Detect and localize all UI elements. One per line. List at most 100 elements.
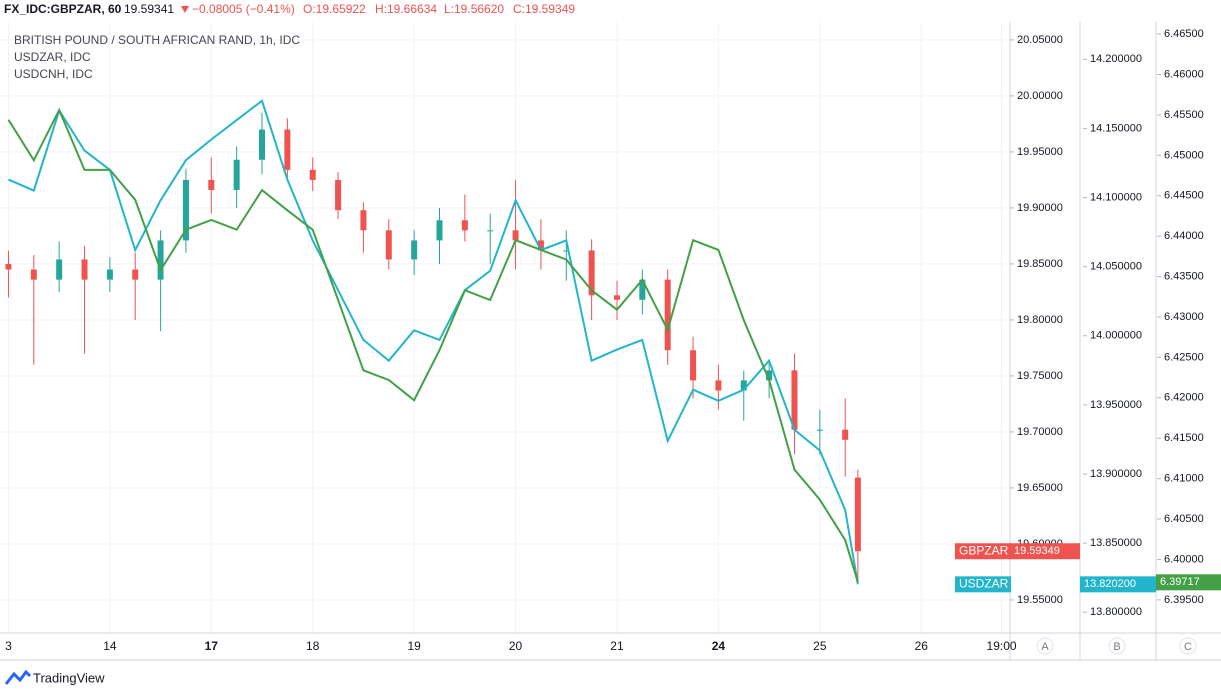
symbol: FX_IDC:GBPZAR, 60 <box>4 2 122 16</box>
candle-body <box>588 250 595 296</box>
y-tick-label: 6.39500 <box>1164 594 1204 606</box>
y-tick-label: 13.850000 <box>1090 537 1142 549</box>
x-tick-label: 14 <box>103 639 117 653</box>
x-tick-label: 17 <box>205 639 219 653</box>
y-tick-label: 13.950000 <box>1090 399 1142 411</box>
brand-name: TradingView <box>33 670 105 685</box>
line-series <box>8 99 859 585</box>
candle-body <box>360 210 367 231</box>
y-tick-label: 14.000000 <box>1090 330 1142 342</box>
y-tick-label: 6.44000 <box>1164 230 1204 242</box>
x-tick-label: 26 <box>915 639 929 653</box>
y-tick-label: 19.55000 <box>1017 594 1063 606</box>
price-tag-bg <box>1010 543 1080 560</box>
candle-body <box>842 429 849 440</box>
y-tick-label: 19.90000 <box>1017 202 1063 214</box>
candle-body <box>766 370 773 381</box>
y-tick-label: 6.42500 <box>1164 351 1204 363</box>
y-tick-label: 6.41500 <box>1164 432 1204 444</box>
candle-body <box>690 350 697 381</box>
candle-body <box>233 159 240 191</box>
plot <box>5 99 861 585</box>
candle-body <box>182 179 189 241</box>
y-tick-label: 19.70000 <box>1017 426 1063 438</box>
y-tick-label: 19.80000 <box>1017 314 1063 326</box>
candle-body <box>715 380 722 391</box>
legend-entry: BRITISH POUND / SOUTH AFRICAN RAND, 1h, … <box>14 33 300 47</box>
y-tick-label: 14.200000 <box>1090 53 1142 65</box>
price-tag-name-bg <box>955 576 1011 593</box>
header: FX_IDC:GBPZAR, 60 19.59341 −0.08005 (−0.… <box>4 2 575 16</box>
y-tick-label: 19.75000 <box>1017 370 1063 382</box>
y-tick-label: 6.41000 <box>1164 473 1204 485</box>
x-tick-label: 21 <box>610 639 624 653</box>
candle-body <box>81 259 88 280</box>
candle-body <box>30 269 37 280</box>
candle-body <box>537 240 544 251</box>
candle-body <box>385 230 392 260</box>
close: C:19.59349 <box>513 2 575 16</box>
low: L:19.56620 <box>444 2 504 16</box>
x-tick-label: 18 <box>306 639 320 653</box>
candle-body <box>639 279 646 300</box>
candle-body <box>5 263 12 270</box>
y-tick-label: 6.46500 <box>1164 28 1204 40</box>
brand-logo <box>4 669 32 685</box>
price-tag-bg <box>1156 574 1221 591</box>
price-tag-name-bg <box>955 543 1011 560</box>
candle-body <box>436 220 443 241</box>
y-tick-label: 19.95000 <box>1017 146 1063 158</box>
y-tick-label: 19.85000 <box>1017 258 1063 270</box>
price-tag-value: 6.39717 <box>1160 576 1200 588</box>
price-tag-value: 13.820200 <box>1084 578 1136 590</box>
candle-body <box>56 259 63 280</box>
y-tick-label: 6.44500 <box>1164 190 1204 202</box>
candle-body <box>411 240 418 260</box>
candle-body <box>563 250 570 252</box>
y-tick-label: 6.42000 <box>1164 392 1204 404</box>
high: H:19.66634 <box>375 2 437 16</box>
candle-body <box>487 230 494 232</box>
x-tick-label: 20 <box>509 639 523 653</box>
y-tick-label: 6.45000 <box>1164 149 1204 161</box>
axis-name: B <box>1113 641 1120 653</box>
price-tag-name: GBPZAR <box>959 543 1009 557</box>
x-tick-label: 19:00 <box>987 639 1017 653</box>
y-tick-label: 6.40500 <box>1164 513 1204 525</box>
candle-body <box>791 370 798 430</box>
y-tick-label: 6.43000 <box>1164 311 1204 323</box>
y-tick-label: 6.40000 <box>1164 553 1204 565</box>
candle-body <box>157 240 164 280</box>
price-tag-bg <box>1080 576 1156 593</box>
y-tick-label: 6.45500 <box>1164 109 1204 121</box>
legend-entry: USDZAR, IDC <box>14 50 91 64</box>
x-tick-label: 3 <box>5 639 12 653</box>
y-tick-label: 19.65000 <box>1017 482 1063 494</box>
x-tick-label: 19 <box>407 639 421 653</box>
axis-name: C <box>1184 641 1192 653</box>
axis-badge <box>1108 637 1126 655</box>
y-tick-label: 13.900000 <box>1090 468 1142 480</box>
candle-body <box>740 380 747 391</box>
open: O:19.65922 <box>303 2 366 16</box>
down-arrow <box>181 6 189 13</box>
candle-body <box>854 477 861 552</box>
axis-badge <box>1179 637 1197 655</box>
axis-badge <box>1036 637 1054 655</box>
y-tick-label: 13.800000 <box>1090 606 1142 618</box>
x-tick-label: 24 <box>712 639 726 653</box>
candle-body <box>335 179 342 211</box>
y-tick-label: 20.05000 <box>1017 34 1063 46</box>
x-tick-label: 25 <box>813 639 827 653</box>
candle-body <box>613 295 620 300</box>
y-tick-label: 14.100000 <box>1090 191 1142 203</box>
y-tick-label: 20.00000 <box>1017 90 1063 102</box>
legend-entry: USDCNH, IDC <box>14 67 93 81</box>
price-tag-value: 19.59349 <box>1014 545 1060 557</box>
candle-body <box>512 230 519 241</box>
candle-body <box>309 169 316 180</box>
y-tick-label: 6.46000 <box>1164 68 1204 80</box>
brand: TradingView <box>4 669 105 685</box>
y-tick-label: 14.050000 <box>1090 261 1142 273</box>
